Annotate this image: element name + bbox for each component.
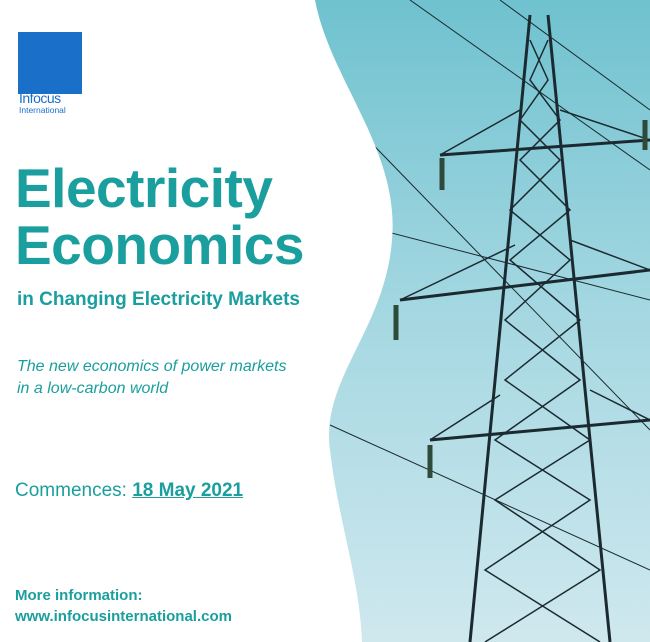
commences-date-link[interactable]: 18 May 2021: [132, 480, 244, 501]
page-title: Electricity Economics: [15, 160, 304, 274]
more-info-label: More information:: [15, 587, 143, 604]
more-information: More information: www.infocusinternation…: [15, 585, 232, 627]
infocus-logo: Infocus International: [18, 32, 82, 115]
tagline: The new economics of power markets in a …: [17, 356, 337, 400]
tagline-line-2: in a low-carbon world: [17, 380, 169, 397]
commences-line: Commences: 18 May 2021: [15, 480, 243, 502]
title-line-1: Electricity: [15, 157, 273, 219]
logo-text-infocus: Infocus: [19, 90, 61, 106]
website-link[interactable]: www.infocusinternational.com: [15, 608, 232, 625]
commences-label: Commences:: [15, 480, 127, 501]
subtitle: in Changing Electricity Markets: [17, 289, 300, 310]
tagline-line-1: The new economics of power markets: [17, 358, 287, 375]
logo-square: [18, 32, 82, 94]
logo-text-international: International: [19, 105, 66, 115]
title-line-2: Economics: [15, 214, 304, 276]
